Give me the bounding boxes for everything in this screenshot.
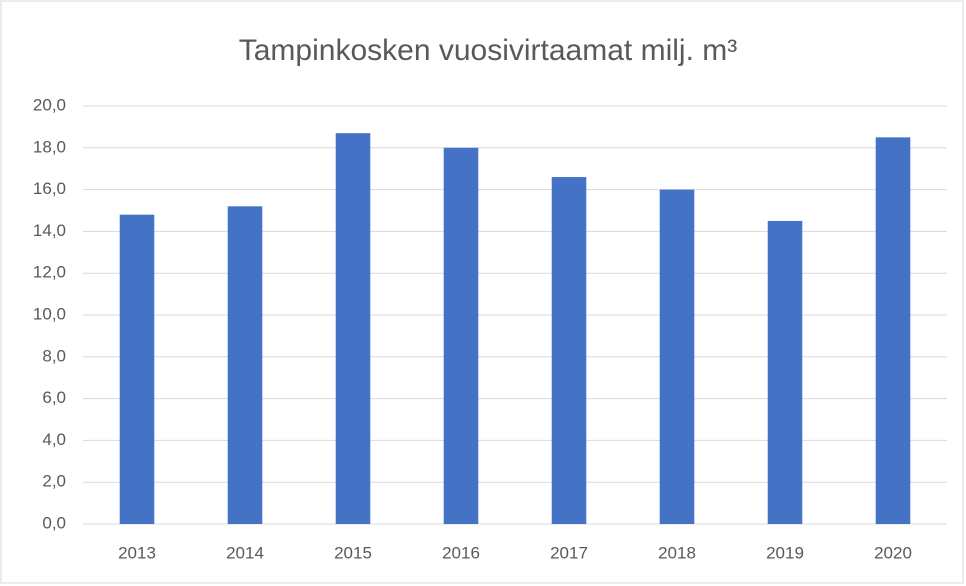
chart-title: Tampinkosken vuosivirtaamat milj. m³ [239,34,737,67]
x-tick-label: 2013 [118,543,156,562]
bar [227,206,263,524]
bar [767,220,803,524]
y-tick-label: 8,0 [42,346,66,365]
y-tick-label: 2,0 [42,472,66,491]
x-tick-label: 2019 [766,543,804,562]
y-tick-label: 6,0 [42,388,66,407]
bar [875,137,911,524]
y-tick-label: 0,0 [42,513,66,532]
x-tick-label: 2017 [550,543,588,562]
x-tick-label: 2014 [226,543,264,562]
y-tick-label: 4,0 [42,430,66,449]
bar [551,177,587,524]
y-tick-label: 16,0 [33,179,66,198]
x-tick-label: 2015 [334,543,372,562]
bar [443,147,479,525]
bar [335,133,371,525]
y-tick-label: 10,0 [33,304,66,323]
x-tick-label: 2018 [658,543,696,562]
x-tick-label: 2016 [442,543,480,562]
y-tick-label: 14,0 [33,221,66,240]
bar [659,189,695,524]
bar [119,214,155,524]
y-tick-label: 12,0 [33,263,66,282]
y-tick-label: 18,0 [33,137,66,156]
y-tick-label: 20,0 [33,95,66,114]
x-tick-label: 2020 [874,543,912,562]
